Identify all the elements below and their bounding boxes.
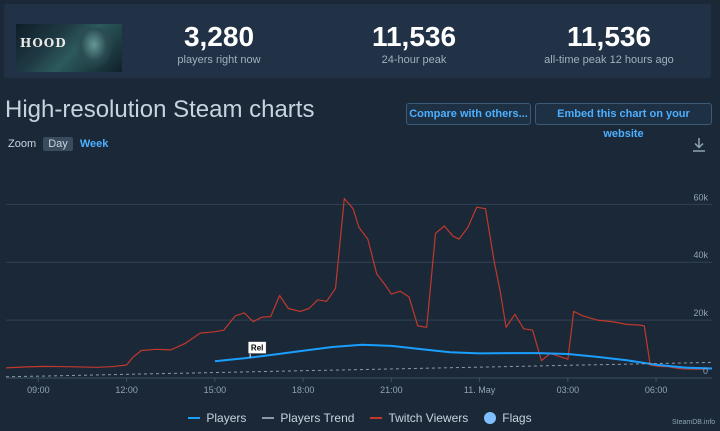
flag-box [247,341,267,354]
x-tick-label: 03:00 [557,385,580,395]
players-line [214,343,713,370]
download-icon[interactable] [690,136,708,154]
zoom-week-button[interactable]: Week [79,138,109,150]
peak-24h-value: 11,536 [371,21,457,52]
peak-alltime-value: 11,536 [566,21,652,52]
x-tick-label: 09:00 [27,385,50,395]
chart-series [5,197,713,378]
x-tick-label: 06:00 [645,385,668,395]
y-tick-label: 40k [693,250,708,260]
x-tick-label: 15:00 [204,385,227,395]
game-capsule-image[interactable]: HOOD [16,24,122,72]
legend-flags-swatch [484,412,497,424]
legend-twitch-label: Twitch Viewers [388,411,469,425]
y-axis: 0 20k 40k 60k [693,192,708,376]
peak-alltime-label: all-time peak 12 hours ago [544,54,674,66]
compare-button[interactable]: Compare with others... [406,103,531,125]
peak-24h-stat: 11,536 24-hour peak [354,21,474,67]
flag-label: Rel [251,344,263,353]
legend-trend-label: Players Trend [280,411,355,425]
page-title: High-resolution Steam charts [5,96,315,123]
legend-twitch-swatch [370,417,383,419]
legend-trend-swatch [262,417,275,419]
chart-flags: Rel [247,341,267,358]
x-axis: 09:00 12:00 15:00 18:00 21:00 11. May 03:00 06:… [6,377,712,395]
players-now-stat: 3,280 players right now [164,21,274,67]
game-logo-text: HOOD [20,36,67,50]
x-tick-label: 18:00 [292,385,315,395]
x-tick-label: 11. May [464,385,496,395]
players-trend-line [5,361,713,378]
players-now-label: players right now [177,54,261,66]
legend-players-swatch [188,417,201,419]
twitch-viewers-line [5,197,713,370]
peak-24h-label: 24-hour peak [381,54,447,66]
zoom-controls: Zoom Day Week [8,137,108,151]
steamdb-credit-link[interactable]: SteamDB.info [672,419,716,426]
legend-trend[interactable]: Players Trend [262,411,354,425]
y-tick-label: 20k [693,308,708,318]
zoom-label: Zoom [8,138,37,150]
legend-flags[interactable]: Flags [484,411,532,425]
players-now-value: 3,280 [183,21,255,52]
zoom-day-button[interactable]: Day [43,137,73,151]
chart-gridlines [6,203,712,321]
legend-players-label: Players [206,411,247,425]
peak-alltime-stat: 11,536 all-time peak 12 hours ago [524,21,694,67]
legend-twitch[interactable]: Twitch Viewers [370,411,468,425]
y-tick-label: 60k [693,192,708,202]
embed-chart-button[interactable]: Embed this chart on your website [535,103,712,140]
game-art-figure [74,28,114,70]
x-tick-label: 21:00 [380,385,403,395]
chart-legend: Players Players Trend Twitch Viewers Fla… [0,408,720,428]
y-tick-label: 0 [703,366,708,376]
x-tick-label: 12:00 [115,385,138,395]
legend-players[interactable]: Players [188,411,246,425]
stats-bar: HOOD 3,280 players right now 11,536 24-h… [4,4,711,78]
player-chart: 09:00 12:00 15:00 18:00 21:00 11. May 03:00 06:… [5,192,713,395]
legend-flags-label: Flags [502,411,532,425]
